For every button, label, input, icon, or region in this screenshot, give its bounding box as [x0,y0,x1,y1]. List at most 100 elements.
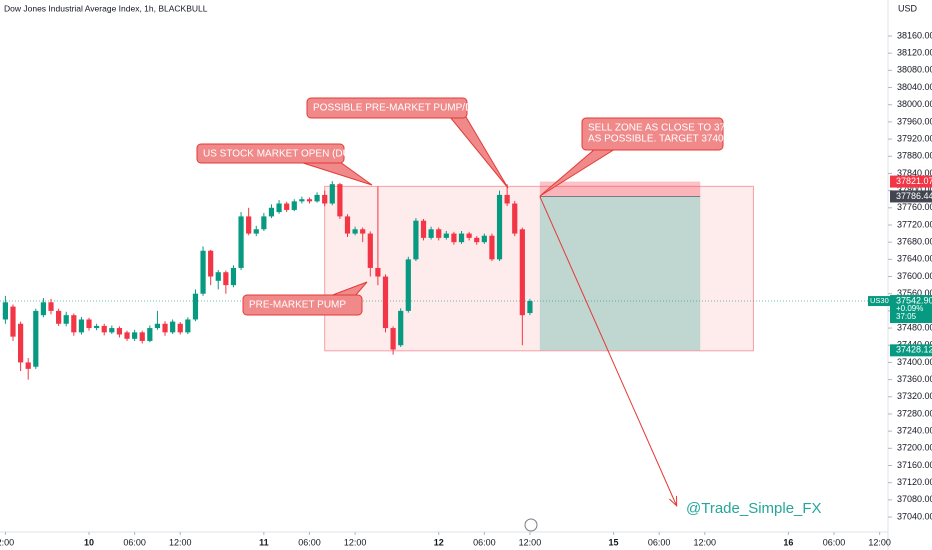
y-tick-label: 37040.00 [897,511,932,521]
x-tick-label: 16 [783,537,793,547]
y-tick-label: 37240.00 [897,426,932,436]
countdown-label: 37:05 [896,312,917,321]
chart-title: Dow Jones Industrial Average Index, 1h, … [4,3,208,13]
candle-body [238,216,244,268]
candle-body [489,235,495,260]
y-tick-label: 37960.00 [897,116,932,126]
candle-body [246,216,252,234]
title-bg [0,0,260,16]
candle-body [215,272,221,281]
x-tick-label: 2:00 [0,537,14,547]
watermark: @Trade_Simple_FX [686,500,822,517]
candle-body [101,325,107,333]
candle-body [200,250,206,294]
y-tick-label: 37840.00 [897,168,932,178]
candle-body [48,302,54,311]
candle-body [329,184,335,204]
candle-body [33,310,39,367]
candle-body [405,259,411,311]
y-tick-label: 37080.00 [897,494,932,504]
range-zone [324,185,754,352]
target-area [539,196,701,351]
candle-body [124,332,130,339]
entry-tag-label: 37786.44 [896,191,932,201]
y-tick-label: 37720.00 [897,219,932,229]
candle-body [527,301,533,314]
callout-text: PRE-MARKET PUMP [249,300,346,311]
candle-body [519,229,525,316]
candle-body [474,237,480,243]
candle-body [367,233,373,268]
y-tick-label: 37760.00 [897,202,932,212]
candle-body [306,199,313,202]
y-tick-label: 38120.00 [897,48,932,58]
x-tick-label: 12:00 [344,537,367,547]
candle-body [147,328,153,341]
y-tick-label: 37120.00 [897,477,932,487]
candle-body [299,199,305,202]
callout-cover [244,296,361,314]
candle-body [116,328,123,335]
candle-body [56,310,62,324]
candle-body [284,203,290,210]
y-tick-label: 37640.00 [897,254,932,264]
y-tick-label: 37560.00 [897,288,932,298]
callout-text: POSSIBLE PRE-MARKET PUMP/DUMP [313,103,495,114]
candle-body [466,233,472,238]
x-tick-label: 06:00 [823,537,846,547]
callout-text: US STOCK MARKET OPEN (DUMP) [203,149,368,160]
candle-body [223,272,229,286]
candle-body [382,276,389,329]
x-tick-label: 12:00 [169,537,192,547]
candle-body [428,229,434,238]
stop-tag-bg [890,175,932,188]
candle-body [109,328,115,333]
candle-body [390,328,396,350]
symbol-tag: US30 [870,296,889,305]
x-tick-label: 12:00 [694,537,717,547]
candle-body [25,362,31,369]
y-tick-label: 37920.00 [897,133,932,143]
candle-body [170,321,176,333]
change-label: +0.09% [896,304,923,313]
x-tick-label: 06:00 [648,537,671,547]
candle-body [436,229,442,238]
y-tick-label: 37360.00 [897,374,932,384]
x-tick-label: 15 [609,537,619,547]
candle-body [268,207,275,217]
candle-body [413,220,419,260]
candle-body [10,306,16,337]
candle-body [162,323,168,333]
candle-body [86,319,92,329]
y-tick-label: 37200.00 [897,443,932,453]
currency-label: USD [898,3,918,13]
projection-arrowhead [669,495,678,508]
x-tick-label: 06:00 [123,537,146,547]
candle-body [230,267,237,286]
y-tick-label: 37680.00 [897,237,932,247]
target-tag-bg [890,344,932,357]
callout-text: SELL ZONE AS CLOSE TO 37800 [588,123,742,134]
entry-tag-bg [890,190,932,203]
y-tick-label: 37480.00 [897,322,932,332]
candle-body [360,229,366,234]
candle-body [2,302,8,320]
candle-body [337,184,343,217]
candle-body [177,323,183,333]
candle-body [443,233,449,238]
candle-body [139,332,145,341]
candle-body [322,194,328,204]
candle-body [398,310,404,346]
candle-body [40,302,47,316]
x-tick-label: 06:00 [473,537,496,547]
y-tick-label: 37600.00 [897,271,932,281]
x-tick-label: 10 [84,537,94,547]
candle-body [291,201,297,210]
target-tag-label: 37428.12 [896,345,932,355]
candle-body [496,194,503,260]
candle-body [344,216,351,234]
y-tick-label: 37880.00 [897,151,932,161]
candle-body [458,233,465,243]
symbol-tag-bg [868,296,890,307]
y-tick-label: 38080.00 [897,65,932,75]
